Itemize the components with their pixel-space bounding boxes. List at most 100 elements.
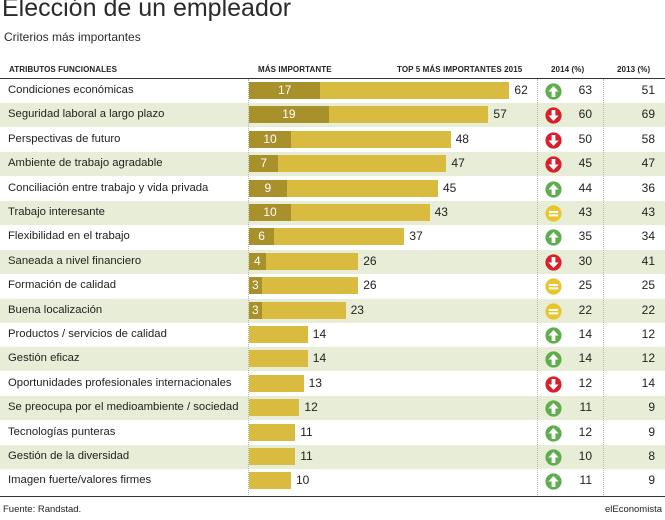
trend-down-icon: [545, 132, 562, 149]
trend-down-icon: [545, 376, 562, 393]
row-label: Seguridad laboral a largo plazo: [8, 108, 165, 121]
value-2014: 63: [578, 83, 592, 97]
value-2014: 11: [579, 473, 592, 488]
column-header-most-important: MÁS IMPORTANTE: [258, 65, 332, 74]
row-label: Imagen fuerte/valores firmes: [8, 474, 152, 487]
row-label: Gestión de la diversidad: [8, 450, 130, 462]
value-2014: 43: [578, 205, 592, 219]
top5-bar: [249, 423, 296, 441]
value-2013: 34: [641, 229, 655, 244]
top5-bar: [249, 326, 308, 343]
top5-bar: [249, 448, 296, 465]
value-2013: 25: [641, 278, 655, 293]
value-2014: 60: [578, 107, 592, 122]
top5-value: 57: [493, 107, 507, 122]
row-label: Flexibilidad en el trabajo: [8, 230, 130, 243]
trend-up-icon: [545, 351, 562, 368]
value-2013: 36: [641, 180, 655, 195]
most-important-value: 10: [263, 205, 277, 219]
value-2013: 9: [648, 473, 655, 488]
table-row: Trabajo interesante 43 10 43 43: [0, 201, 665, 225]
most-important-bar: [249, 179, 287, 197]
value-2014: 30: [578, 253, 592, 268]
trend-up-icon: [545, 229, 562, 246]
column-divider-2014: [537, 79, 538, 495]
trend-up-icon: [545, 83, 562, 100]
header-divider: [0, 78, 665, 79]
value-2014: 11: [579, 400, 592, 415]
row-label: Trabajo interesante: [8, 206, 105, 218]
row-label: Conciliación entre trabajo y vida privad…: [8, 181, 209, 194]
column-header-attributes: ATRIBUTOS FUNCIONALES: [9, 65, 118, 74]
top5-bar: [249, 155, 447, 173]
column-header-top5: TOP 5 MÁS IMPORTANTES 2015: [397, 65, 523, 74]
most-important-bar: [249, 82, 321, 99]
row-label: Oportunidades profesionales internaciona…: [8, 376, 232, 389]
most-important-bar: [249, 228, 275, 246]
value-2013: 12: [641, 327, 655, 341]
top5-bar: [249, 374, 304, 392]
trend-up-icon: [545, 327, 562, 344]
column-divider-bars: [248, 79, 249, 495]
row-label: Perspectivas de futuro: [8, 132, 121, 145]
most-important-bar: [249, 106, 329, 124]
trend-up-icon: [545, 181, 562, 198]
top5-value: 11: [300, 424, 313, 439]
trend-up-icon: [545, 449, 562, 466]
chart-subtitle: Criterios más importantes: [4, 30, 141, 44]
row-label: Condiciones económicas: [8, 84, 134, 96]
trend-equal-icon: [545, 303, 562, 320]
row-label: Saneada a nivel financiero: [8, 254, 142, 267]
most-important-bar: [249, 252, 266, 270]
most-important-bar: [249, 155, 279, 173]
most-important-value: 17: [278, 83, 292, 97]
top5-bar: [249, 277, 359, 295]
value-2013: 51: [641, 83, 655, 97]
table-row: Gestión de la diversidad 11 10 8: [0, 445, 665, 469]
top5-bar: [249, 252, 359, 270]
most-important-value: 10: [263, 131, 277, 146]
top5-value: 10: [296, 473, 310, 488]
trend-up-icon: [545, 473, 562, 490]
top5-bar: [249, 399, 300, 417]
table-row: Ambiente de trabajo agradable 47 7 45 47: [0, 152, 665, 177]
value-2014: 50: [578, 131, 592, 146]
most-important-bar: [249, 130, 291, 148]
value-2013: 9: [648, 400, 655, 415]
bottom-divider: [0, 496, 665, 497]
top5-bar: [249, 179, 438, 197]
column-divider-2013: [603, 79, 604, 495]
table-row: Se preocupa por el medioambiente / socie…: [0, 396, 665, 421]
top5-bar: [249, 228, 405, 246]
value-2014: 14: [578, 327, 592, 341]
value-2013: 9: [648, 424, 655, 439]
value-2014: 10: [578, 449, 592, 463]
chart-title: Elección de un empleador: [2, 0, 292, 22]
table-row: Conciliación entre trabajo y vida privad…: [0, 177, 665, 201]
top5-bar: [249, 301, 346, 319]
value-2014: 45: [578, 156, 592, 171]
most-important-value: 7: [260, 156, 268, 171]
value-2013: 58: [641, 131, 655, 146]
table-row: Perspectivas de futuro 48 10 50 58: [0, 128, 665, 152]
top5-value: 14: [312, 327, 327, 341]
value-2014: 35: [578, 229, 592, 244]
source-note: Fuente: Randstad.: [3, 504, 82, 515]
value-2014: 25: [578, 278, 592, 293]
trend-equal-icon: [545, 205, 562, 222]
table-row: Flexibilidad en el trabajo 37 6 35 34: [0, 225, 665, 249]
trend-down-icon: [545, 107, 562, 124]
top5-bar: [249, 130, 451, 148]
table-row: Formación de calidad 26 3 25 25: [0, 274, 665, 298]
top5-value: 37: [409, 229, 423, 244]
top5-value: 13: [308, 375, 322, 390]
value-2013: 47: [641, 156, 655, 171]
row-label: Se preocupa por el medioambiente / socie…: [8, 401, 239, 414]
trend-equal-icon: [545, 278, 562, 295]
top5-value: 45: [443, 180, 457, 195]
top5-value: 23: [350, 302, 364, 317]
most-important-value: 19: [282, 107, 296, 122]
column-header-2013: 2013 (%): [617, 65, 651, 74]
top5-value: 11: [300, 449, 313, 463]
top5-value: 26: [363, 278, 377, 293]
